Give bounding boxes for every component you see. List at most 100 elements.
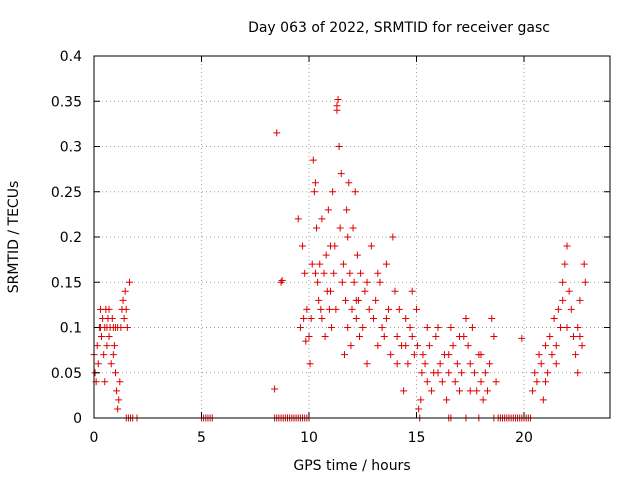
data-point bbox=[542, 342, 549, 350]
data-point bbox=[294, 215, 302, 223]
data-point bbox=[302, 337, 310, 345]
data-point bbox=[544, 369, 552, 377]
data-point bbox=[122, 305, 130, 313]
grid bbox=[94, 56, 610, 418]
data-point bbox=[351, 188, 359, 196]
data-point bbox=[481, 369, 489, 377]
data-point bbox=[372, 296, 380, 304]
data-point bbox=[456, 387, 463, 395]
data-point bbox=[353, 251, 361, 259]
data-point bbox=[462, 314, 470, 322]
data-point bbox=[417, 396, 425, 404]
data-point bbox=[466, 387, 474, 395]
x-axis-label: GPS time / hours bbox=[293, 458, 410, 474]
data-point bbox=[278, 276, 286, 284]
data-point bbox=[382, 314, 390, 322]
data-point bbox=[340, 351, 348, 359]
data-point bbox=[324, 206, 332, 214]
data-point bbox=[565, 287, 573, 295]
data-point bbox=[123, 324, 131, 331]
data-point bbox=[550, 314, 558, 322]
data-point bbox=[339, 260, 347, 268]
data-point bbox=[103, 324, 111, 331]
data-point bbox=[438, 378, 446, 386]
x-tick-label: 15 bbox=[408, 430, 426, 446]
data-point bbox=[578, 342, 586, 350]
data-point bbox=[393, 333, 401, 341]
data-point bbox=[529, 387, 537, 395]
data-point bbox=[453, 360, 461, 368]
data-point bbox=[518, 334, 526, 342]
data-point bbox=[306, 360, 314, 368]
data-point bbox=[94, 360, 102, 368]
data-point bbox=[385, 305, 393, 313]
data-point bbox=[114, 324, 122, 331]
data-point bbox=[328, 324, 336, 331]
data-point bbox=[109, 351, 117, 359]
data-point bbox=[402, 342, 410, 350]
data-point bbox=[271, 385, 279, 393]
data-point bbox=[313, 224, 321, 232]
data-point bbox=[105, 333, 113, 341]
data-point bbox=[342, 296, 350, 304]
data-point bbox=[110, 342, 118, 350]
data-point bbox=[325, 305, 333, 313]
plot-frame bbox=[93, 55, 611, 419]
data-point bbox=[557, 324, 565, 331]
data-point bbox=[357, 269, 365, 277]
data-point bbox=[445, 369, 453, 377]
data-point bbox=[464, 342, 472, 350]
data-point bbox=[492, 378, 500, 386]
data-point bbox=[367, 242, 375, 250]
data-point bbox=[356, 333, 364, 341]
data-point bbox=[456, 333, 463, 341]
data-point bbox=[317, 305, 325, 313]
data-point bbox=[347, 342, 355, 350]
data-point bbox=[318, 215, 326, 223]
data-point bbox=[552, 360, 560, 368]
data-point bbox=[563, 242, 571, 250]
data-point bbox=[408, 333, 416, 341]
data-point bbox=[352, 296, 360, 304]
data-point bbox=[349, 224, 357, 232]
data-point bbox=[539, 396, 547, 404]
data-point bbox=[378, 324, 386, 331]
data-point bbox=[402, 314, 410, 322]
data-point bbox=[303, 305, 311, 313]
data-point bbox=[320, 269, 328, 277]
data-point bbox=[334, 95, 342, 103]
data-point bbox=[314, 278, 322, 286]
data-point bbox=[374, 342, 382, 350]
data-point bbox=[563, 324, 571, 331]
data-point bbox=[473, 387, 481, 395]
data-point bbox=[576, 296, 584, 304]
data-point bbox=[359, 324, 367, 331]
data-point bbox=[336, 224, 344, 232]
data-point bbox=[423, 324, 431, 331]
data-point bbox=[559, 296, 567, 304]
data-point bbox=[477, 378, 485, 386]
data-point bbox=[490, 333, 498, 341]
data-point bbox=[531, 369, 539, 377]
data-point bbox=[311, 179, 319, 187]
data-point bbox=[423, 378, 431, 386]
data-point bbox=[93, 342, 101, 350]
data-point bbox=[410, 351, 418, 359]
x-tick-label: 10 bbox=[300, 430, 318, 446]
data-point bbox=[330, 269, 338, 277]
data-point bbox=[389, 233, 397, 241]
data-point bbox=[121, 287, 129, 295]
y-axis-label: SRMTID / TECUs bbox=[6, 181, 22, 294]
data-point bbox=[318, 314, 326, 322]
data-point bbox=[418, 369, 426, 377]
data-point bbox=[346, 269, 354, 277]
data-point bbox=[395, 305, 403, 313]
data-point bbox=[406, 324, 414, 331]
data-point bbox=[103, 342, 111, 350]
data-point bbox=[414, 342, 422, 350]
data-point bbox=[321, 333, 329, 341]
data-point bbox=[458, 369, 466, 377]
data-point bbox=[554, 305, 562, 313]
data-point bbox=[315, 296, 323, 304]
data-point bbox=[486, 360, 494, 368]
